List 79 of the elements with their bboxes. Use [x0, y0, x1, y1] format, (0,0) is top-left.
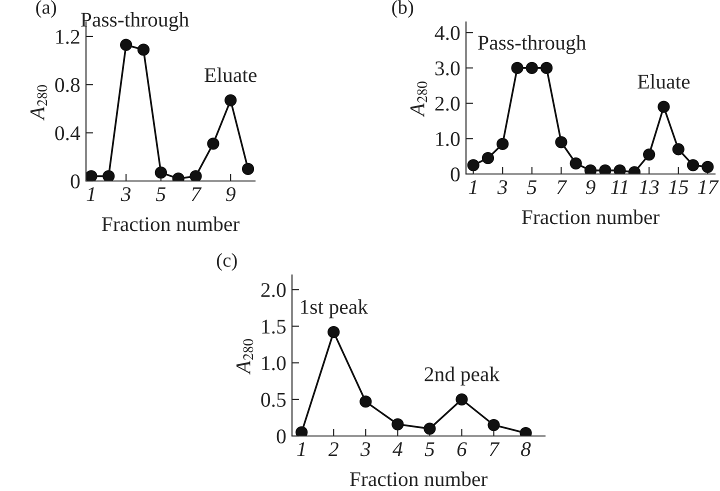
point	[658, 100, 670, 113]
point	[456, 393, 468, 406]
x-tick-label: 1	[86, 187, 94, 202]
y-tick-label: 0.5	[261, 392, 286, 407]
x-tick-label: 5	[527, 180, 536, 194]
x-tick-label: 7	[557, 180, 568, 194]
y-tick-label: 0	[276, 429, 286, 444]
point	[511, 62, 524, 74]
y-tick-label: 0.4	[55, 126, 80, 140]
y-tick-label: 1.0	[436, 132, 460, 146]
point	[120, 38, 132, 51]
point	[224, 94, 237, 106]
annotation: Eluate	[204, 68, 256, 82]
x-tick-label: 9	[226, 187, 236, 202]
x-tick-label: 6	[457, 442, 467, 456]
point	[102, 170, 115, 181]
chart-title: (b)	[392, 0, 414, 18]
x-axis-title: Fraction number	[522, 210, 660, 224]
point	[154, 166, 167, 179]
x-tick-label: 17	[698, 180, 719, 194]
annotation: 1st peak	[301, 299, 368, 318]
point	[424, 422, 436, 435]
chart-title: (a)	[36, 0, 56, 18]
point	[496, 138, 509, 150]
y-tick-label: 0	[70, 174, 80, 188]
annotation: Pass-through	[478, 35, 586, 54]
point	[467, 159, 480, 172]
y-tick-label: 3.0	[435, 61, 460, 76]
annotation: Pass-through	[80, 12, 189, 31]
x-tick-label: 5	[156, 187, 166, 202]
point	[242, 162, 254, 176]
x-tick-label: 1	[468, 180, 476, 194]
point	[328, 326, 340, 338]
x-tick-label: 5	[424, 442, 434, 456]
x-axis-title: Fraction number	[102, 216, 240, 232]
x-tick-label: 11	[610, 180, 628, 194]
x-tick-label: 15	[668, 180, 688, 194]
point	[137, 44, 150, 56]
x-tick-label: 3	[120, 187, 131, 202]
annotation: Eluate	[638, 74, 690, 89]
point	[526, 62, 538, 74]
y-tick-label: 0	[450, 167, 460, 182]
point	[482, 152, 494, 164]
annotation: 2nd peak	[424, 366, 500, 386]
point	[570, 157, 582, 170]
x-tick-label: 3	[497, 180, 508, 194]
x-tick-label: 4	[392, 442, 402, 456]
x-tick-label: 2	[328, 442, 338, 456]
point	[555, 136, 568, 148]
x-axis-title: Fraction number	[350, 472, 488, 486]
point	[686, 159, 700, 172]
point	[488, 418, 500, 432]
y-tick-label: 1.0	[262, 356, 286, 370]
point	[190, 170, 202, 181]
x-tick-label: 1	[297, 442, 305, 456]
x-tick-label: 7	[490, 442, 500, 456]
y-tick-label: 1.5	[262, 320, 286, 334]
x-tick-label: 9	[586, 180, 596, 194]
y-axis-title: A$_{280}$	[30, 84, 48, 121]
point	[540, 62, 553, 74]
y-tick-label: 2.0	[261, 283, 286, 298]
point	[672, 143, 684, 156]
point	[643, 148, 656, 161]
x-tick-label: 7	[192, 187, 202, 202]
y-tick-label: 0.8	[55, 78, 80, 92]
y-tick-label: 2.0	[435, 96, 460, 111]
y-tick-label: 1.2	[56, 30, 80, 44]
x-tick-label: 8	[521, 442, 531, 456]
point	[392, 418, 404, 430]
point	[360, 396, 372, 408]
point	[296, 426, 308, 436]
point	[702, 160, 714, 174]
chart-title: (c)	[216, 253, 237, 271]
y-axis-title: A$_{280}$	[410, 81, 428, 118]
x-tick-label: 3	[360, 442, 370, 456]
y-axis-title: A$_{280}$	[236, 338, 254, 375]
x-tick-label: 13	[639, 180, 659, 194]
point	[207, 138, 220, 150]
y-tick-label: 4.0	[434, 26, 460, 40]
